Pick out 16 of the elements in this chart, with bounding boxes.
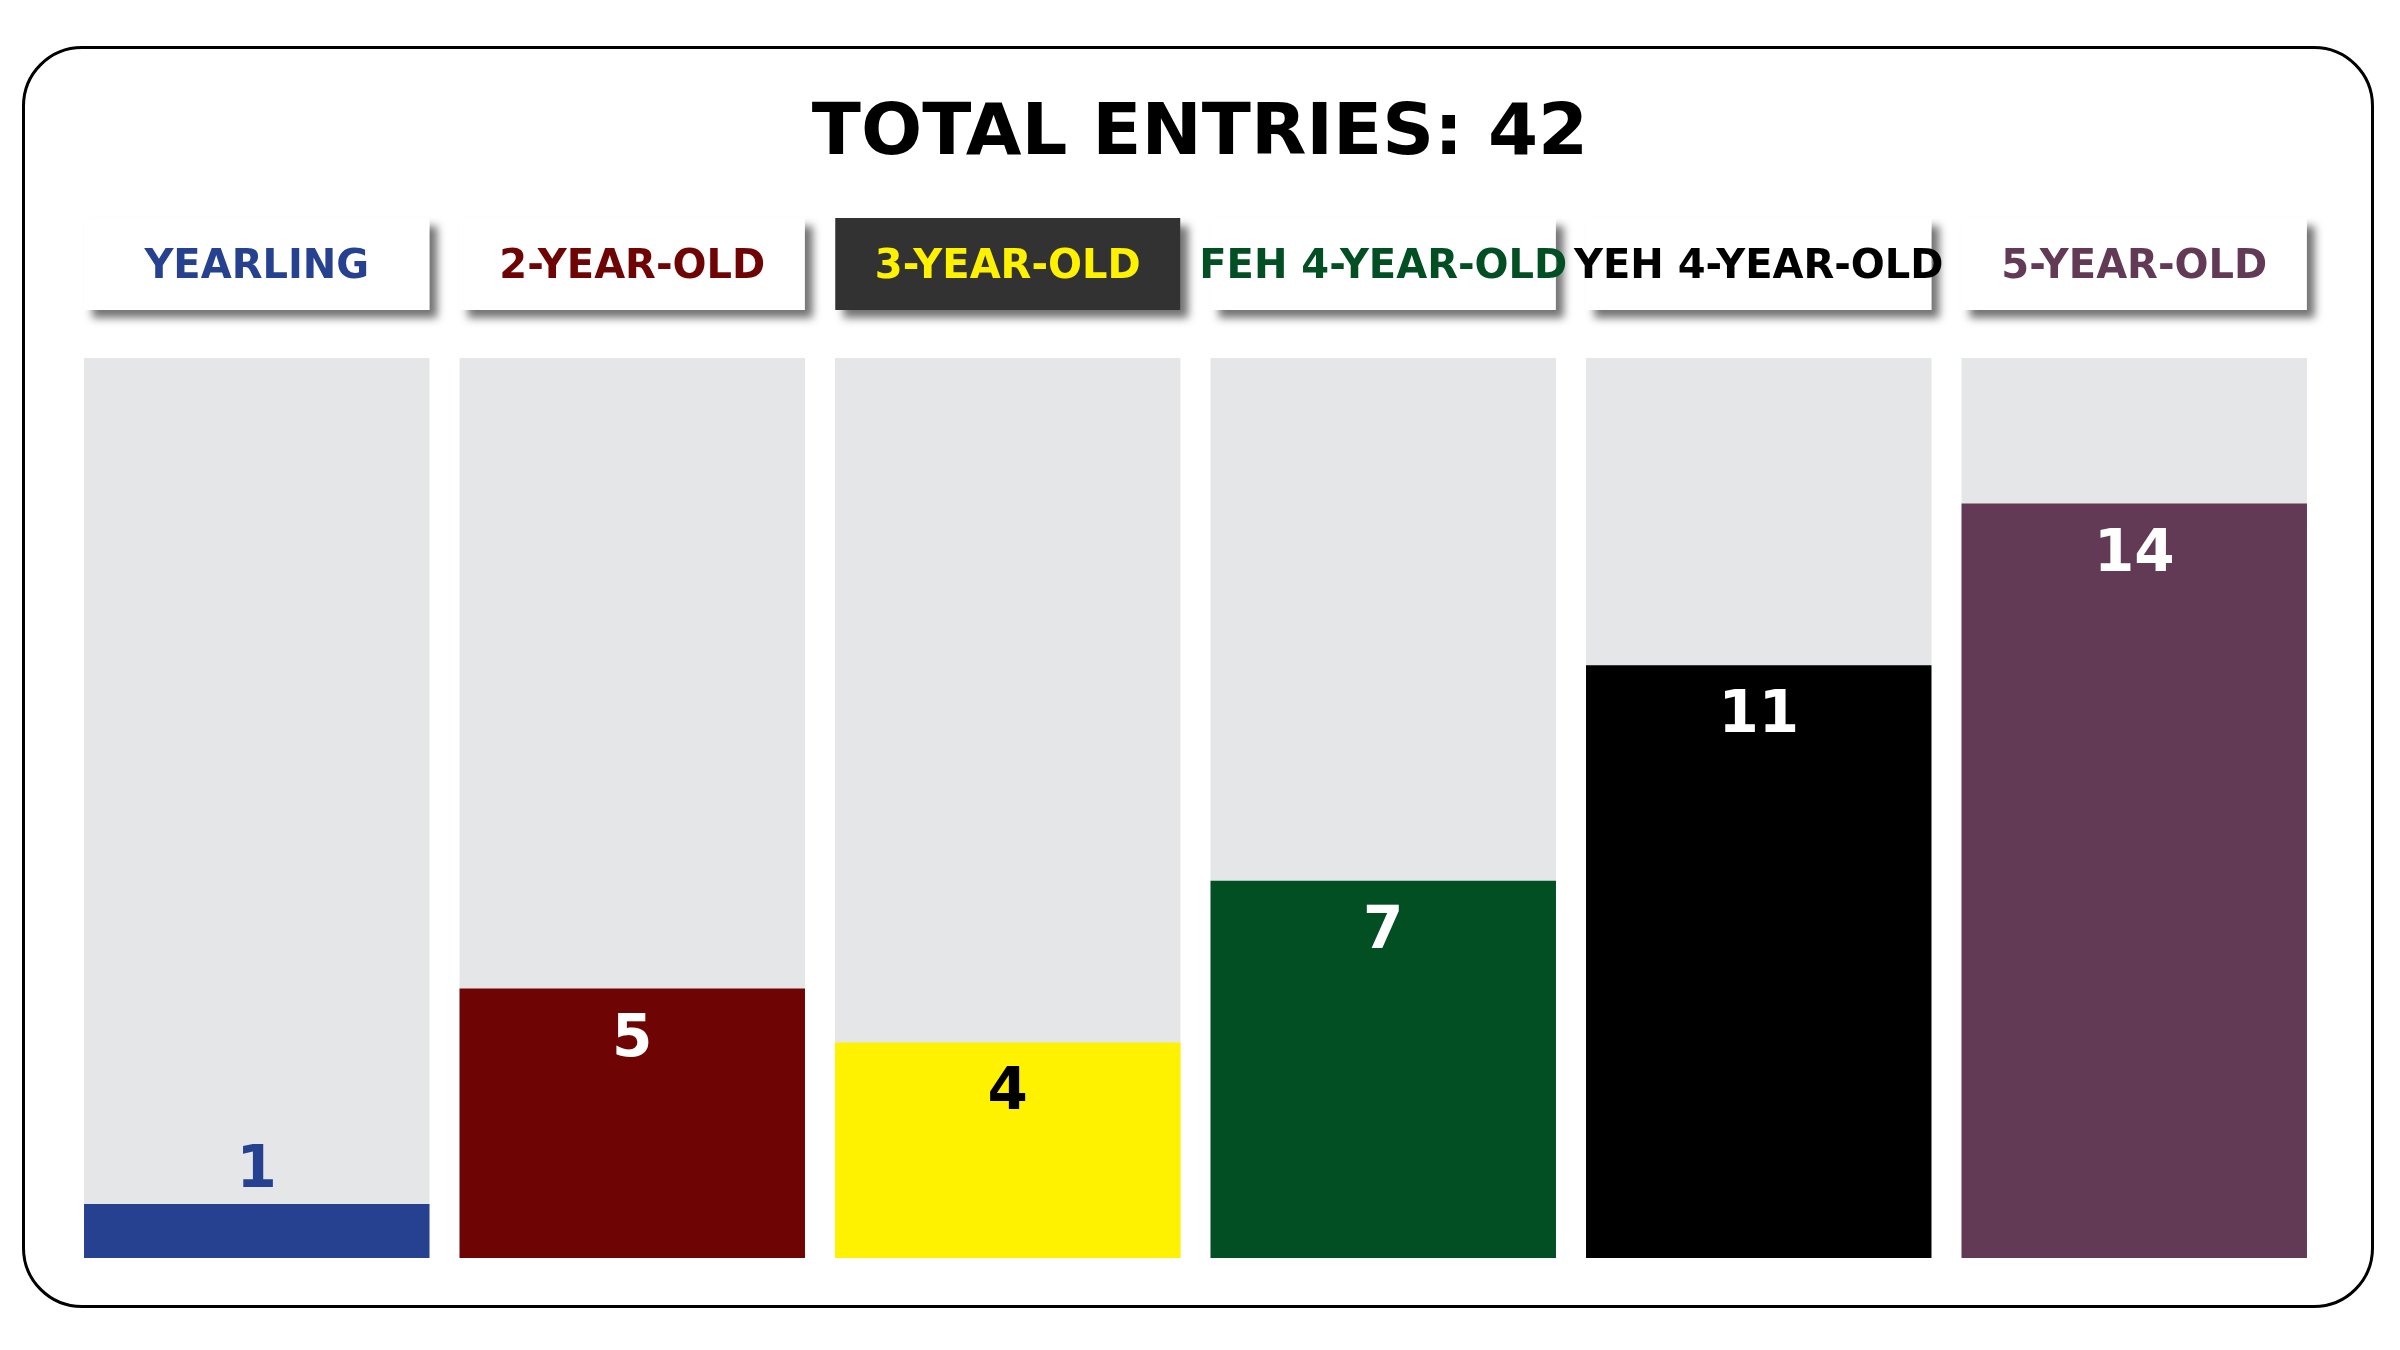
x-tick-label: YEARLING (143, 241, 370, 287)
x-tick-label: FEH 4-YEAR-OLD (1199, 241, 1568, 287)
data-label: 7 (1363, 893, 1404, 962)
data-label: 14 (2093, 516, 2175, 585)
data-label: 4 (987, 1055, 1028, 1124)
x-tick-label: YEH 4-YEAR-OLD (1572, 241, 1944, 287)
bar (84, 1204, 430, 1258)
x-tick-label: 3-YEAR-OLD (874, 241, 1141, 287)
data-label: 11 (1718, 678, 1800, 747)
x-tick-label: 5-YEAR-OLD (2001, 241, 2268, 287)
chart-title: TOTAL ENTRIES: 42 (811, 87, 1589, 171)
bar (459, 988, 805, 1258)
data-label: 1 (236, 1133, 277, 1202)
x-tick-label: 2-YEAR-OLD (499, 241, 766, 287)
data-label: 5 (612, 1001, 653, 1070)
bar (835, 1042, 1181, 1258)
